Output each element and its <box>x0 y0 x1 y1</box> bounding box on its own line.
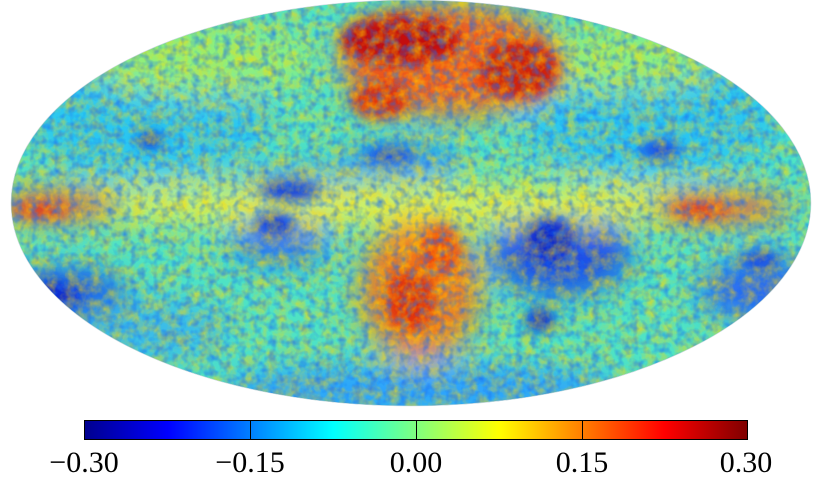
colorbar-label-min: −0.30 <box>49 446 119 479</box>
map-field <box>11 0 811 406</box>
noise-texture-cool <box>11 0 811 406</box>
colorbar-label-mid: 0.00 <box>389 446 443 479</box>
colorbar <box>84 420 748 440</box>
colorbar-tick-3 <box>582 421 583 439</box>
colorbar-label-q3: 0.15 <box>555 446 609 479</box>
colorbar-label-q1: −0.15 <box>215 446 285 479</box>
map-outline <box>10 0 812 407</box>
colorbar-tick-1 <box>250 421 251 439</box>
colorbar-tick-2 <box>416 421 417 439</box>
colorbar-label-max: 0.30 <box>719 446 773 479</box>
